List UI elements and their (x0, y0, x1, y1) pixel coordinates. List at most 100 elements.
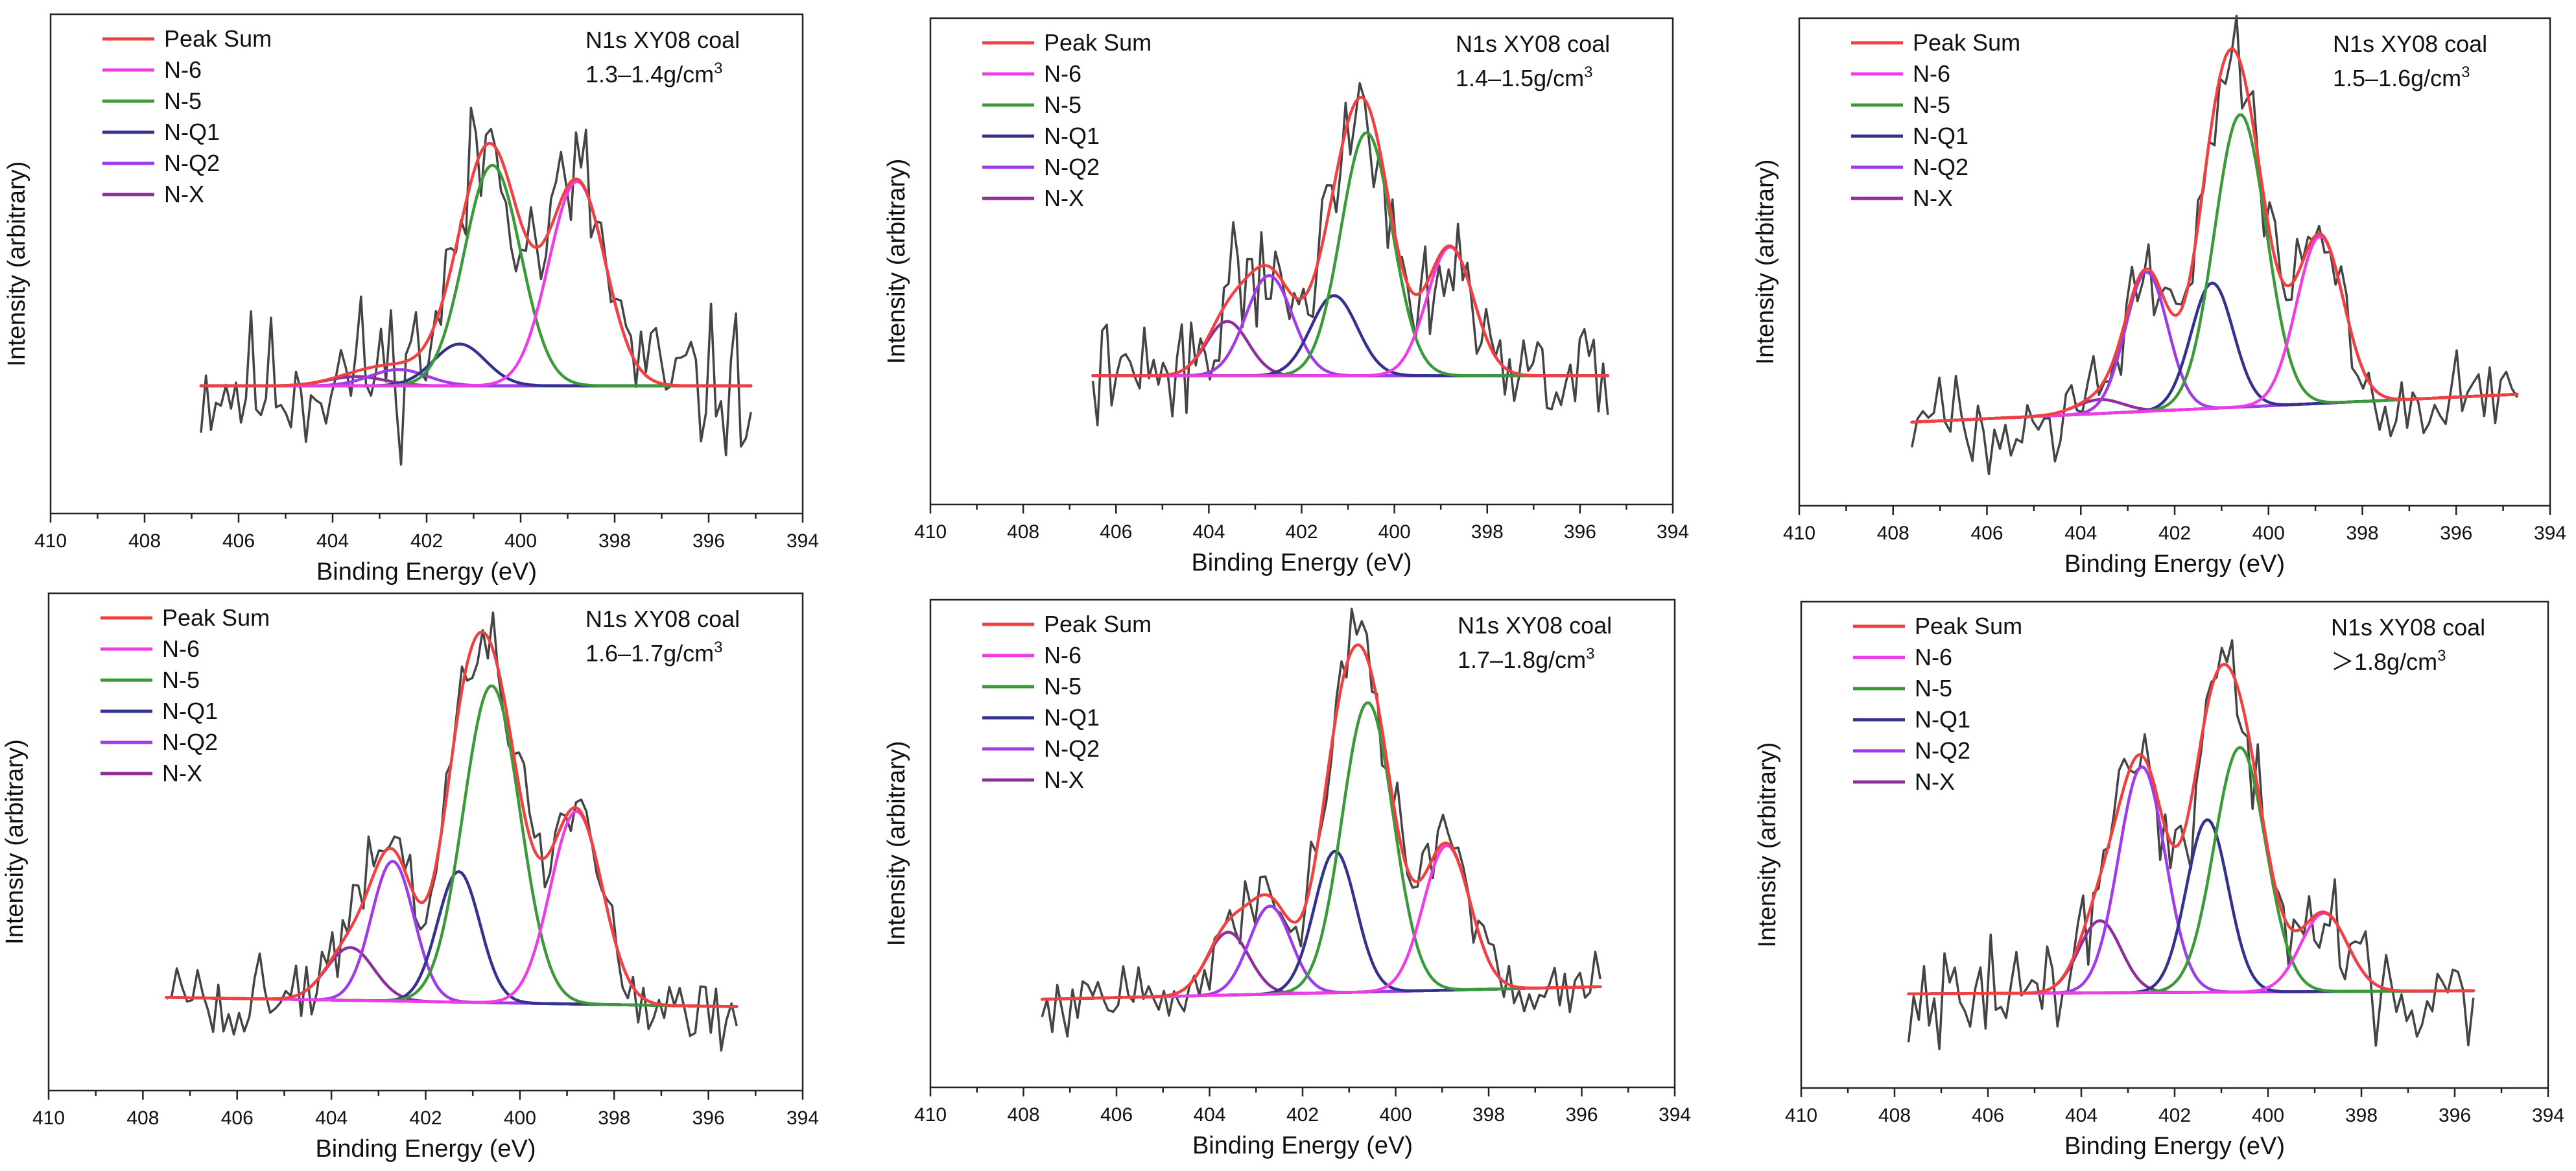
series-peak-sum-line (1907, 663, 2476, 996)
legend-label: N-6 (1913, 60, 1950, 87)
x-tick-label: 406 (1100, 1104, 1133, 1126)
x-tick-label: 396 (2440, 523, 2472, 544)
legend: Peak Sum N-6 N-5 N-Q1 N-Q2 N-X (982, 611, 1152, 793)
raw-spectrum-line (165, 611, 738, 1052)
legend-label: N-5 (164, 88, 202, 114)
y-axis-label: Intensity (arbitrary) (3, 161, 30, 367)
x-tick-label: 396 (2439, 1105, 2471, 1126)
x-tick-label: 400 (504, 530, 537, 552)
x-tick-label: 410 (914, 521, 947, 543)
x-tick-label: 394 (1657, 521, 1689, 543)
chart-panel-4: 410 408 406 404 402 400 398 396 394 Binding Energ… (1, 592, 819, 1163)
legend-label: Peak Sum (1044, 611, 1152, 637)
raw-spectrum-line (1091, 82, 1609, 427)
legend-label: N-Q2 (164, 150, 220, 176)
series-nq1-line (1091, 294, 1610, 377)
series-peak-sum-line (199, 141, 753, 388)
x-tick-label: 402 (1286, 1104, 1319, 1126)
chart-panel-3: 410 408 406 404 402 400 398 396 394 Binding Energ… (1752, 14, 2566, 578)
legend-label: N-6 (1044, 642, 1081, 668)
series-nq2-line (1091, 274, 1610, 377)
x-tick-label: 394 (2532, 1105, 2564, 1126)
legend-label: N-X (1044, 185, 1084, 211)
legend-label: N-5 (1044, 91, 1081, 118)
legend-label: N-X (164, 181, 204, 207)
y-axis-label: Intensity (arbitrary) (883, 741, 910, 947)
x-tick-label: 410 (1785, 1105, 1817, 1126)
density-superscript: 3 (714, 639, 722, 656)
x-tick-label: 398 (598, 1107, 630, 1129)
x-tick-label: 408 (1877, 523, 1909, 544)
legend-label: N-5 (162, 667, 200, 693)
legend-label: N-6 (164, 56, 202, 83)
x-tick-label: 398 (1472, 1104, 1505, 1126)
legend: Peak Sum N-6 N-5 N-Q1 N-Q2 N-X (1851, 29, 2020, 211)
x-tick-label: 394 (2534, 523, 2566, 544)
x-tick-label: 394 (1659, 1104, 1691, 1126)
x-tick-label: 406 (222, 530, 255, 552)
legend-label: N-Q2 (1915, 737, 1970, 764)
legend-label: N-6 (1915, 644, 1952, 670)
x-tick-label: 396 (1564, 521, 1596, 543)
legend-label: N-Q2 (1044, 154, 1100, 180)
x-tick-label: 400 (1379, 1104, 1412, 1126)
chart-title: N1s XY08 coal (1458, 612, 1612, 639)
x-axis-label: Binding Energy (eV) (316, 558, 537, 586)
chart-title: N1s XY08 coal (2331, 614, 2485, 641)
legend-label: Peak Sum (1915, 613, 2022, 639)
density-label: 1.3–1.4g/cm3 (585, 60, 722, 88)
x-tick-label: 402 (2158, 523, 2191, 544)
x-tick-label: 406 (1100, 521, 1132, 543)
legend: Peak Sum N-6 N-5 N-Q1 N-Q2 N-X (102, 25, 272, 207)
series-peak-sum-line (1910, 47, 2519, 424)
y-axis-label: Intensity (arbitrary) (1754, 742, 1781, 948)
density-superscript: 3 (1584, 64, 1592, 81)
chart-title: N1s XY08 coal (585, 27, 740, 53)
x-tick-label: 406 (221, 1107, 254, 1129)
legend: Peak Sum N-6 N-5 N-Q1 N-Q2 N-X (100, 604, 270, 787)
legend-label: N-X (1044, 766, 1084, 793)
density-superscript: 3 (2461, 64, 2470, 81)
legend-label: N-5 (1044, 673, 1081, 700)
legend-label: N-Q2 (1044, 735, 1100, 762)
legend-label: Peak Sum (1913, 29, 2020, 56)
x-tick-label: 410 (1783, 523, 1815, 544)
density-superscript: 3 (1586, 645, 1594, 663)
chart-panel-1: 410 408 406 404 402 400 398 396 394 Binding Energ… (3, 13, 819, 586)
x-tick-label: 404 (315, 1107, 348, 1129)
y-axis-label: Intensity (arbitrary) (883, 159, 910, 364)
series-peak-sum-line (1091, 96, 1610, 377)
legend-label: N-Q1 (1044, 704, 1100, 731)
x-axis-label: Binding Energy (eV) (1192, 1132, 1413, 1159)
x-tick-label: 398 (2345, 1105, 2378, 1126)
density-superscript: 3 (714, 60, 722, 77)
x-tick-label: 394 (786, 1107, 819, 1129)
x-tick-label: 404 (316, 530, 349, 552)
raw-spectrum-line (200, 106, 752, 466)
density-label: ＞1.8g/cm3 (2331, 647, 2446, 675)
x-tick-label: 402 (1285, 521, 1318, 543)
x-axis-label: Binding Energy (eV) (1191, 549, 1412, 576)
x-tick-label: 398 (1471, 521, 1504, 543)
chart-panel-6: 410 408 406 404 402 400 398 396 394 Binding Energ… (1754, 600, 2564, 1160)
y-axis-label: Intensity (arbitrary) (1752, 160, 1779, 365)
series-n5-line (1091, 131, 1610, 377)
x-tick-label: 408 (1007, 1104, 1039, 1126)
legend-label: N-X (1913, 185, 1953, 211)
series-nq1-line (1910, 281, 2519, 424)
chart-title: N1s XY08 coal (1456, 30, 1610, 57)
plot-frame (49, 13, 804, 515)
density-label: 1.5–1.6g/cm3 (2333, 64, 2470, 91)
legend-label: Peak Sum (162, 604, 270, 631)
series-n5-line (1910, 113, 2519, 424)
x-tick-label: 406 (1970, 523, 2003, 544)
x-tick-label: 408 (128, 530, 161, 552)
legend-label: N-X (1915, 768, 1955, 795)
x-tick-label: 400 (2252, 523, 2285, 544)
x-tick-label: 410 (914, 1104, 947, 1126)
x-tick-label: 404 (1192, 521, 1225, 543)
chart-title: N1s XY08 coal (2333, 30, 2487, 57)
x-tick-label: 396 (692, 1107, 725, 1129)
y-axis-label: Intensity (arbitrary) (1, 739, 29, 945)
